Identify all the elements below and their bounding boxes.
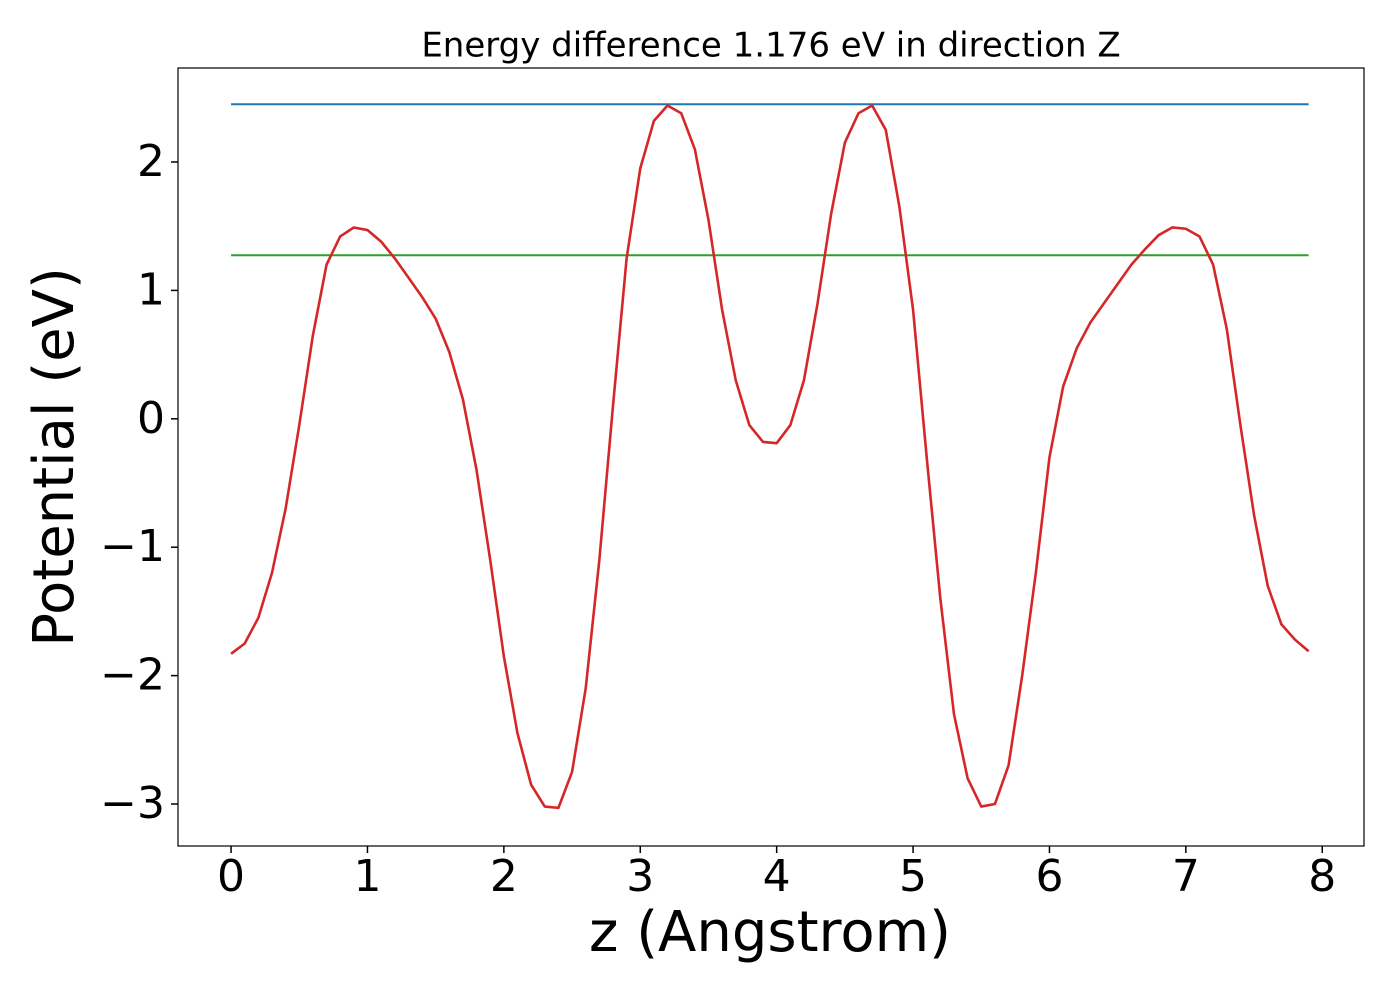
x-tick-label: 6 xyxy=(1035,851,1063,902)
x-tick-label: 0 xyxy=(217,851,245,902)
y-axis-label: Potential (eV) xyxy=(22,267,87,647)
x-tick-label: 3 xyxy=(626,851,654,902)
y-tick-label: 0 xyxy=(137,393,165,444)
x-axis-label: z (Angstrom) xyxy=(589,900,951,965)
y-tick-label: −3 xyxy=(100,778,165,829)
y-tick-label: 1 xyxy=(137,264,165,315)
chart-title: Energy difference 1.176 eV in direction … xyxy=(421,26,1120,66)
y-tick-label: 2 xyxy=(137,136,165,187)
y-tick-label: −2 xyxy=(100,650,165,701)
line-series xyxy=(230,104,1310,810)
x-tick-label: 2 xyxy=(490,851,518,902)
y-tick-label: −1 xyxy=(100,521,165,572)
x-tick-label: 8 xyxy=(1308,851,1336,902)
x-tick-label: 5 xyxy=(899,851,927,902)
x-tick-label: 1 xyxy=(353,851,381,902)
x-tick-label: 4 xyxy=(763,851,791,902)
plot-frame xyxy=(177,67,1365,847)
x-tick-label: 7 xyxy=(1172,851,1200,902)
